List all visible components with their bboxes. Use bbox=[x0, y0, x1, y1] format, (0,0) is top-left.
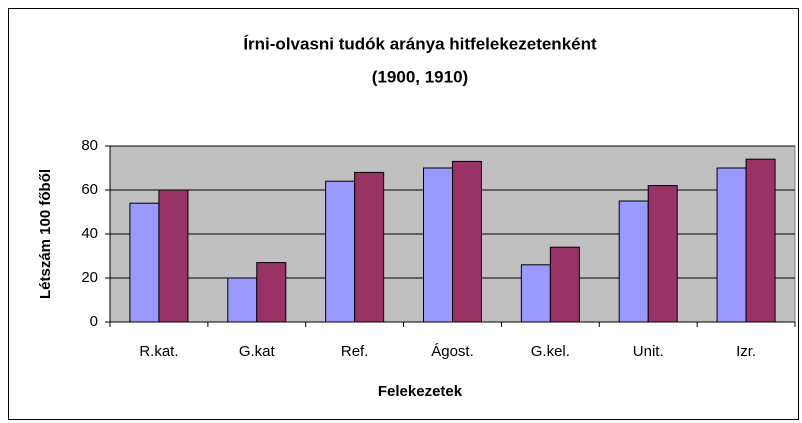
bar bbox=[256, 262, 287, 323]
bar bbox=[227, 277, 258, 323]
x-tick-label: R.kat. bbox=[139, 343, 178, 360]
bar bbox=[549, 246, 580, 323]
bar bbox=[325, 180, 356, 323]
y-tick-label: 60 bbox=[81, 181, 98, 198]
x-tick-label: Izr. bbox=[736, 343, 756, 360]
bar bbox=[618, 200, 649, 323]
bar bbox=[158, 189, 189, 323]
y-tick-label: 0 bbox=[90, 313, 98, 330]
bar bbox=[423, 167, 453, 323]
x-axis-label: Felekezetek bbox=[378, 383, 463, 400]
bar bbox=[647, 185, 678, 323]
chart-title: Írni-olvasni tudók aránya hitfelekezeten… bbox=[243, 34, 597, 53]
x-tick-label: Ref. bbox=[341, 343, 369, 360]
y-tick-label: 80 bbox=[81, 137, 98, 154]
y-axis-label: Létszám 100 főből bbox=[37, 169, 54, 299]
x-tick-label: Ágost. bbox=[431, 343, 474, 360]
bar bbox=[129, 202, 160, 323]
y-tick-label: 40 bbox=[81, 225, 98, 242]
x-tick-label: G.kel. bbox=[531, 343, 570, 360]
bar bbox=[520, 264, 551, 323]
bar bbox=[354, 171, 385, 323]
y-tick-label: 20 bbox=[81, 269, 98, 286]
bar bbox=[745, 158, 776, 323]
x-tick-label: G.kat bbox=[239, 343, 276, 360]
bar bbox=[452, 160, 482, 323]
bar bbox=[716, 167, 747, 323]
chart-subtitle: (1900, 1910) bbox=[372, 67, 468, 86]
x-tick-label: Unit. bbox=[633, 343, 664, 360]
